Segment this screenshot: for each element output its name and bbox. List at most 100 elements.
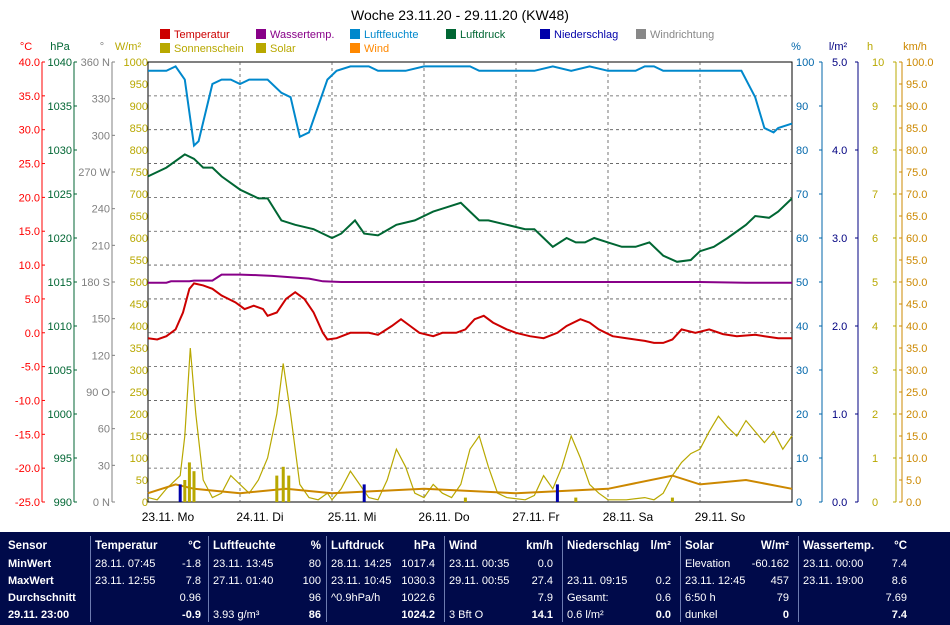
cell-label: 29.11. 00:55 bbox=[449, 575, 510, 587]
x-tick-label: 25.11. Mi bbox=[328, 510, 376, 524]
axis-tick-label: 360 N bbox=[81, 57, 110, 69]
x-tick-label: 28.11. Sa bbox=[603, 510, 654, 524]
col-head: Luftdruck bbox=[331, 540, 385, 552]
axis-tick-label: 5.0 bbox=[832, 57, 847, 69]
cell-value: 86 bbox=[308, 609, 321, 621]
col-unit: W/m² bbox=[760, 540, 789, 552]
cell-label: 23.11. 00:35 bbox=[449, 558, 510, 570]
axis-tick-label: 330 bbox=[92, 94, 110, 106]
series-bar-niederschlag bbox=[178, 484, 182, 502]
axis-tick-label: 90 O bbox=[86, 387, 110, 399]
cell-value: 0.96 bbox=[179, 592, 201, 604]
axis-tick-label: 1015 bbox=[48, 277, 72, 289]
x-tick-label: 24.11. Di bbox=[236, 510, 283, 524]
cell-value: 1030.3 bbox=[401, 575, 435, 587]
cell-value: 80 bbox=[308, 558, 321, 570]
legend-label: Luftdruck bbox=[460, 29, 506, 41]
axis-tick-label: 250 bbox=[130, 387, 148, 399]
legend-label: Windrichtung bbox=[650, 29, 714, 41]
col-unit: km/h bbox=[526, 540, 553, 552]
axis-tick-label: -15.0 bbox=[15, 429, 40, 441]
axis-tick-label: 0.0 bbox=[906, 497, 921, 509]
axes: °C40.035.030.025.020.015.010.05.00.0-5.0… bbox=[15, 41, 934, 509]
axis-tick-label: 25.0 bbox=[19, 159, 40, 171]
series-bar-sonnenschein bbox=[183, 480, 187, 502]
legend-swatch bbox=[446, 29, 456, 39]
legend-label: Wassertemp. bbox=[270, 29, 334, 41]
col-water: Wassertemp. °C 23.11. 00:00 7.4 23.11. 19:00… bbox=[798, 536, 913, 622]
cell-value: -60.162 bbox=[751, 558, 789, 570]
axis-tick-label: 150 bbox=[130, 431, 148, 443]
axis-tick-label: 60.0 bbox=[906, 233, 927, 245]
col-unit: % bbox=[310, 540, 321, 552]
cell-value: 79 bbox=[776, 592, 789, 604]
axis-tick-label: 1005 bbox=[48, 365, 72, 377]
cell-label: 0.6 l/m² bbox=[567, 609, 604, 621]
legend-swatch bbox=[160, 29, 170, 39]
legend: Temperatur Wassertemp. Luftfeuchte Luftdruc… bbox=[160, 29, 714, 55]
axis-tick-label: 500 bbox=[130, 277, 148, 289]
axis-unit: hPa bbox=[50, 41, 70, 53]
axis-tick-label: 600 bbox=[130, 233, 148, 245]
cell-label: 23.11. 00:00 bbox=[803, 558, 864, 570]
cell-value: 0.0 bbox=[537, 558, 553, 570]
cell-label: 23.11. 12:45 bbox=[685, 575, 746, 587]
axis-tick-label: 15.0 bbox=[19, 226, 40, 238]
col-sensor: Sensor MinWert MaxWert Durchschnitt 29.1… bbox=[4, 536, 86, 622]
cell-value: -1.8 bbox=[182, 558, 201, 570]
axis-tick-label: 80 bbox=[796, 145, 808, 157]
axis-tick-label: 10 bbox=[796, 453, 808, 465]
axis-unit: ° bbox=[100, 41, 104, 53]
axis-tick-label: 100.0 bbox=[906, 57, 934, 69]
series-line-luftfeuchte bbox=[148, 65, 793, 148]
series-line-temperatur bbox=[147, 282, 792, 344]
axis-tick-label: 1.0 bbox=[832, 409, 847, 421]
axis-tick-label: 70 bbox=[796, 189, 808, 201]
axis-unit: W/m² bbox=[115, 41, 142, 53]
axis-tick-label: 50.0 bbox=[906, 277, 927, 289]
axis-tick-label: 95.0 bbox=[906, 79, 927, 91]
axis-tick-label: 25.0 bbox=[906, 387, 927, 399]
col-head: Luftfeuchte bbox=[213, 540, 276, 552]
axis-tick-label: 10.0 bbox=[906, 453, 927, 465]
cell-label: 23.11. 10:45 bbox=[331, 575, 392, 587]
axis-tick-label: 55.0 bbox=[906, 255, 927, 267]
cell-value: 0.2 bbox=[655, 575, 671, 587]
plot-series bbox=[147, 65, 793, 502]
axis-tick-label: 450 bbox=[130, 299, 148, 311]
axis-tick-label: 75.0 bbox=[906, 167, 927, 179]
col-head: Temperatur bbox=[95, 540, 158, 552]
col-head: Wassertemp. bbox=[803, 540, 875, 552]
col-humidity: Luftfeuchte% 23.11. 13:45 80 27.11. 01:40 10… bbox=[208, 536, 327, 622]
axis-tick-label: 4.0 bbox=[832, 145, 847, 157]
legend-label: Wind bbox=[364, 43, 389, 55]
axis-tick-label: 1000 bbox=[48, 409, 72, 421]
cell-value: 7.4 bbox=[891, 558, 907, 570]
axis-tick-label: 950 bbox=[130, 79, 148, 91]
axis-tick-label: 40.0 bbox=[906, 321, 927, 333]
x-tick-label: 23.11. Mo bbox=[142, 510, 195, 524]
col-unit: hPa bbox=[413, 540, 435, 552]
x-tick-label: 26.11. Do bbox=[418, 510, 469, 524]
cell-value: 7.4 bbox=[891, 609, 907, 621]
cell-value: 0 bbox=[782, 609, 789, 621]
axis-tick-label: 550 bbox=[130, 255, 148, 267]
cell-value: 1024.2 bbox=[401, 609, 435, 621]
series-line-luftdruck bbox=[147, 153, 793, 263]
cell-value: 7.8 bbox=[185, 575, 201, 587]
axis-tick-label: 180 S bbox=[81, 277, 110, 289]
axis-tick-label: -10.0 bbox=[15, 395, 40, 407]
axis-tick-label: 0 bbox=[796, 497, 802, 509]
axis-tick-label: -25.0 bbox=[15, 497, 40, 509]
axis-tick-label: 3.0 bbox=[832, 233, 847, 245]
axis-unit: km/h bbox=[903, 41, 927, 53]
cell-value: 27.4 bbox=[531, 575, 553, 587]
col-unit: l/m² bbox=[650, 540, 671, 552]
cell-label: Gesamt: bbox=[567, 592, 609, 604]
cell-label: 23.11. 09:15 bbox=[567, 575, 628, 587]
cell-label: 27.11. 01:40 bbox=[213, 575, 274, 587]
col-unit: °C bbox=[894, 540, 907, 552]
axis-tick-label: 0.0 bbox=[832, 497, 847, 509]
legend-label: Niederschlag bbox=[554, 29, 618, 41]
axis-tick-label: 100 bbox=[130, 453, 148, 465]
